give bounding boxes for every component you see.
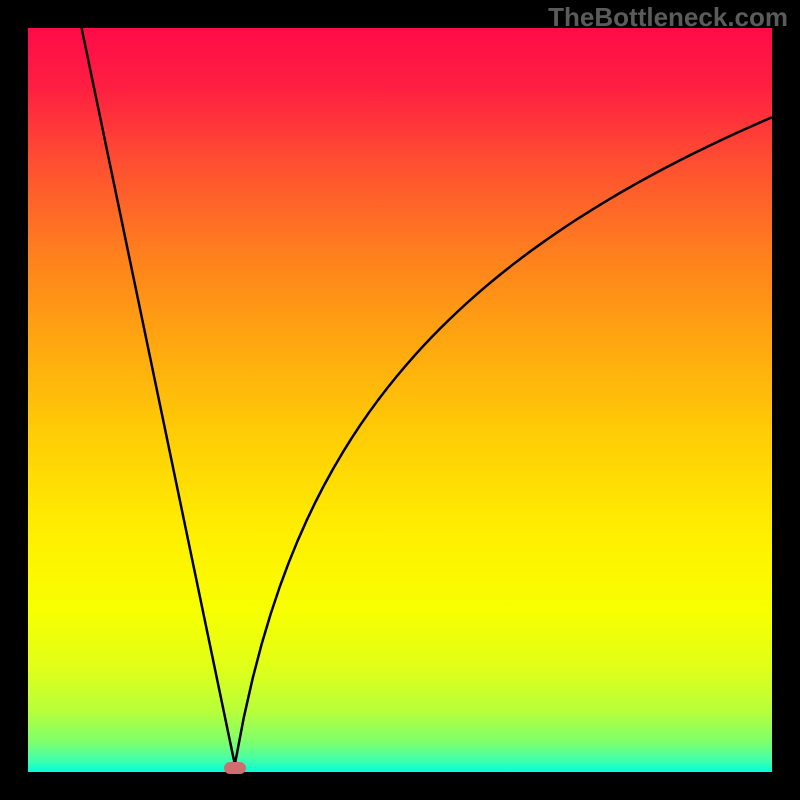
watermark-text: TheBottleneck.com	[548, 2, 788, 33]
chart-container: TheBottleneck.com	[0, 0, 800, 800]
v-curve	[82, 28, 772, 765]
curve-overlay	[28, 28, 772, 772]
plot-area	[28, 28, 772, 772]
minimum-marker	[224, 762, 246, 774]
